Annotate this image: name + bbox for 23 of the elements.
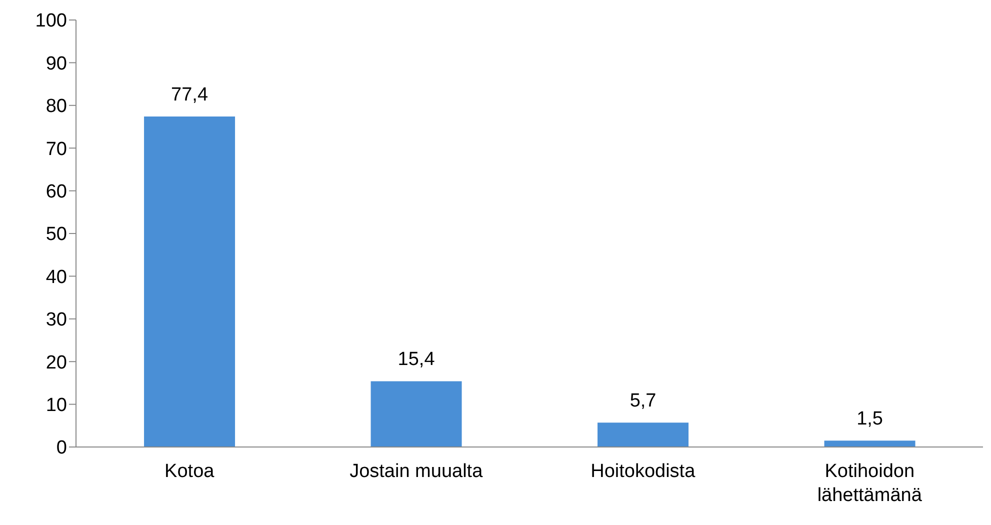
y-tick-label: 10: [46, 395, 67, 416]
y-tick-label: 90: [46, 53, 67, 74]
data-label: 77,4: [171, 84, 208, 106]
x-tick-label: Jostain muualta: [350, 461, 484, 482]
data-label: 15,4: [398, 349, 436, 370]
y-tick-label: 40: [46, 266, 67, 288]
y-tick-label: 0: [56, 438, 67, 459]
y-tick-label: 70: [46, 138, 67, 160]
y-tick-label: 60: [46, 182, 67, 203]
y-tick-label: 20: [46, 352, 67, 374]
bar: [370, 381, 462, 447]
y-tick-label: 30: [46, 310, 67, 331]
y-tick-label: 80: [46, 96, 67, 118]
x-tick-label: Kotihoidon lähettämänä: [817, 461, 922, 506]
y-tick-label: 50: [46, 224, 67, 246]
data-label: 5,7: [630, 390, 656, 412]
bar: [144, 116, 236, 447]
bar: [598, 422, 689, 447]
data-label: 1,5: [856, 408, 883, 430]
x-tick-label: Hoitokodista: [590, 461, 696, 482]
bar: [824, 440, 916, 447]
x-tick-label: Kotoa: [164, 461, 215, 482]
y-tick-label: 100: [35, 10, 67, 32]
